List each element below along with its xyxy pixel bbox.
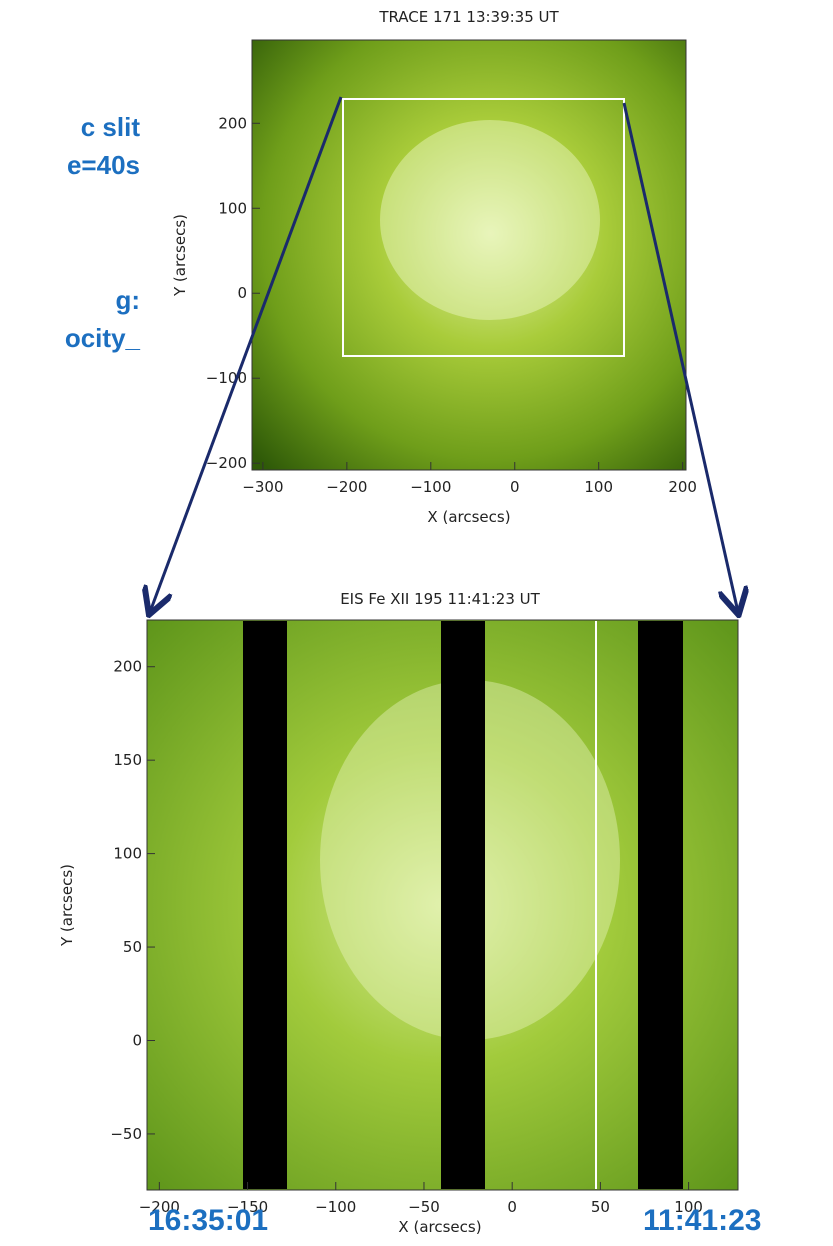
x-tick-label: 200 — [668, 478, 697, 496]
end-time: 11:41:23 — [643, 1204, 761, 1237]
top-x-label: X (arcsecs) — [427, 508, 510, 526]
bottom-x-label: X (arcsecs) — [398, 1218, 481, 1236]
eis-field-box — [342, 98, 625, 357]
y-tick-label: −50 — [110, 1125, 142, 1143]
y-tick-label: 50 — [123, 938, 142, 956]
x-tick-label: 0 — [510, 478, 520, 496]
y-tick-label: −200 — [206, 454, 247, 472]
y-tick-label: 200 — [218, 114, 247, 132]
x-tick-label: −100 — [315, 1198, 356, 1216]
zoom-arrow — [622, 102, 738, 612]
top-axes: −300 −200 −100 0 100 200 −200 −100 0 100 200 — [206, 114, 697, 496]
side-line: ocity_ — [65, 323, 141, 353]
x-tick-label: −50 — [408, 1198, 440, 1216]
x-tick-label: 50 — [591, 1198, 610, 1216]
y-tick-label: −100 — [206, 369, 247, 387]
y-tick-label: 150 — [113, 751, 142, 769]
y-tick-label: 200 — [113, 658, 142, 676]
start-time: 16:35:01 — [148, 1204, 268, 1237]
active-region — [380, 120, 600, 320]
top-title: TRACE 171 13:39:35 UT — [378, 8, 559, 26]
x-tick-label: −200 — [139, 1198, 180, 1216]
data-gap — [638, 621, 683, 1189]
x-tick-label: 100 — [584, 478, 613, 496]
x-tick-label: 0 — [507, 1198, 517, 1216]
y-tick-label: 0 — [132, 1031, 142, 1049]
x-tick-label: −150 — [227, 1198, 268, 1216]
bottom-title: EIS Fe XII 195 11:41:23 UT — [340, 590, 540, 608]
side-line: c slit — [81, 112, 141, 142]
side-line: e=40s — [67, 150, 140, 180]
trace-image — [251, 39, 687, 471]
zoom-arrow — [150, 96, 343, 612]
data-gap — [243, 621, 287, 1189]
x-tick-label: −100 — [410, 478, 451, 496]
y-tick-label: 100 — [218, 199, 247, 217]
bottom-y-label: Y (arcsecs) — [58, 864, 76, 947]
y-tick-label: 0 — [237, 284, 247, 302]
bottom-axes: −200 −150 −100 −50 0 50 100 −50 0 50 100 150 200 — [110, 658, 703, 1216]
side-text: c slit e=40s g: ocity_ — [65, 112, 141, 353]
x-tick-label: −200 — [326, 478, 367, 496]
x-tick-label: −300 — [242, 478, 283, 496]
side-line: g: — [115, 285, 140, 315]
x-tick-label: 100 — [674, 1198, 703, 1216]
top-y-label: Y (arcsecs) — [171, 214, 189, 297]
y-tick-label: 100 — [113, 845, 142, 863]
data-gap — [441, 621, 485, 1189]
